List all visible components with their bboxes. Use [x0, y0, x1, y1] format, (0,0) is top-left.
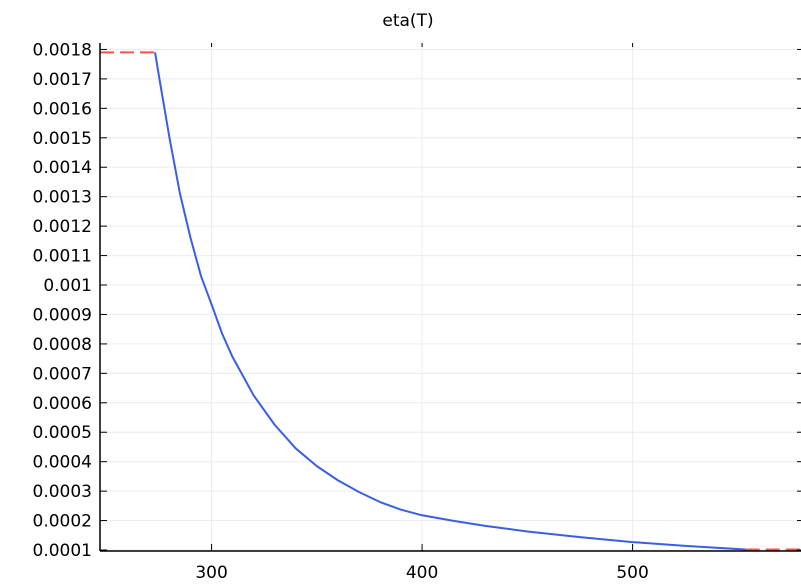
- plot-frame: [99, 43, 801, 552]
- y-tick-label: 0.0017: [33, 70, 92, 90]
- y-tick-label: 0.0002: [33, 512, 92, 532]
- y-tick-label: 0.0005: [33, 423, 92, 443]
- y-tick-label: 0.0003: [33, 482, 92, 502]
- y-tick-label: 0.0006: [33, 394, 92, 414]
- y-tick-label: 0.0009: [33, 305, 92, 325]
- y-tick-label: 0.0004: [33, 453, 92, 473]
- chart-title: eta(T): [382, 11, 433, 31]
- tick-labels: 0.0001 0.0002 0.0003 0.0004 0.0005 0.0006 0.00…: [33, 40, 649, 583]
- axis-ticks: [100, 43, 801, 551]
- y-tick-label: 0.0012: [33, 217, 92, 237]
- y-tick-label: 0.0014: [33, 158, 92, 178]
- y-tick-label: 0.0011: [33, 247, 92, 267]
- y-tick-label: 0.0016: [33, 99, 92, 119]
- x-tick-label: 300: [195, 563, 227, 583]
- y-tick-label: 0.0013: [33, 188, 92, 208]
- series-layer: [100, 51, 801, 551]
- y-tick-label: 0.0007: [33, 364, 92, 384]
- y-tick-label: 0.001: [43, 276, 92, 296]
- x-tick-label: 500: [616, 563, 648, 583]
- series-line-1: [154, 52, 746, 551]
- y-tick-label: 0.0001: [33, 541, 92, 561]
- grid-lines: [100, 43, 801, 551]
- x-tick-label: 400: [406, 563, 438, 583]
- y-tick-label: 0.0018: [33, 40, 92, 60]
- y-tick-label: 0.0008: [33, 335, 92, 355]
- y-tick-label: 0.0015: [33, 129, 92, 149]
